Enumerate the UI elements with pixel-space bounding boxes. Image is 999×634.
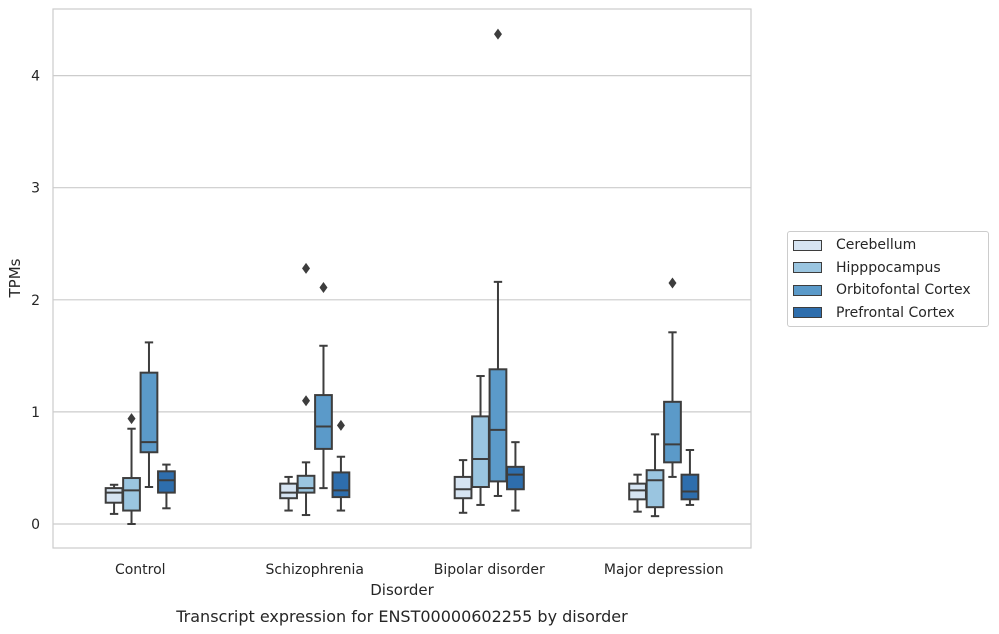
box-iqr bbox=[506, 465, 525, 491]
box-iqr bbox=[628, 482, 647, 501]
box-iqr bbox=[296, 474, 316, 494]
legend-item: Hipppocampus bbox=[793, 258, 941, 278]
gridlines bbox=[53, 74, 751, 525]
box-iqr bbox=[314, 394, 333, 450]
legend-swatch bbox=[793, 239, 822, 251]
box-iqr bbox=[104, 487, 124, 504]
legend-swatch bbox=[793, 262, 822, 273]
legend-label: Orbitofontal Cortex bbox=[836, 282, 971, 298]
legend-swatch bbox=[793, 284, 822, 296]
box-1-2 bbox=[314, 281, 333, 490]
box-iqr bbox=[279, 482, 298, 500]
box-iqr bbox=[645, 469, 665, 509]
legend-label: Cerebellum bbox=[836, 237, 917, 253]
x-tick-label: Schizophrenia bbox=[266, 562, 364, 578]
x-tick-label: Bipolar disorder bbox=[434, 562, 545, 578]
x-axis-label: Disorder bbox=[370, 581, 434, 599]
outlier-point bbox=[668, 277, 677, 289]
box-iqr bbox=[139, 371, 159, 454]
y-tick-label: 1 bbox=[31, 405, 40, 421]
box-iqr bbox=[331, 471, 351, 499]
box-iqr bbox=[663, 400, 682, 464]
box-0-3 bbox=[157, 463, 176, 510]
y-tick-label: 3 bbox=[31, 181, 40, 197]
outlier-point bbox=[319, 281, 328, 293]
outlier-point bbox=[493, 28, 502, 40]
y-axis-ticks: 0 1 2 3 4 bbox=[31, 69, 40, 533]
box-iqr bbox=[680, 473, 700, 501]
y-axis-label: TPMs bbox=[6, 258, 24, 298]
box-3-0 bbox=[628, 473, 647, 513]
box-iqr bbox=[488, 368, 508, 483]
y-tick-label: 0 bbox=[31, 517, 40, 533]
legend-item: Cerebellum bbox=[793, 235, 916, 255]
legend-item: Orbitofontal Cortex bbox=[793, 280, 971, 300]
legend-item: Prefrontal Cortex bbox=[793, 303, 955, 323]
legend: Cerebellum Hipppocampus Orbitofontal Corte… bbox=[787, 231, 989, 327]
y-tick-label: 4 bbox=[31, 69, 40, 85]
box-iqr bbox=[122, 477, 141, 512]
box-iqr bbox=[453, 475, 473, 500]
box-1-3 bbox=[331, 419, 351, 512]
legend-swatch bbox=[793, 307, 822, 318]
box-3-3 bbox=[680, 449, 700, 506]
box-2-2 bbox=[488, 28, 508, 497]
box-1-0 bbox=[279, 475, 298, 512]
legend-label: Prefrontal Cortex bbox=[836, 304, 955, 321]
outlier-point bbox=[336, 419, 345, 431]
box-3-2 bbox=[663, 277, 682, 478]
box-0-0 bbox=[104, 483, 124, 515]
box-0-1 bbox=[122, 413, 141, 525]
box-iqr bbox=[157, 470, 176, 494]
box-2-3 bbox=[506, 441, 525, 512]
outlier-point bbox=[302, 262, 311, 274]
x-tick-label: Major depression bbox=[604, 562, 724, 578]
box-1-1 bbox=[296, 262, 316, 517]
x-tick-label: Control bbox=[115, 562, 166, 578]
box-3-1 bbox=[645, 433, 665, 518]
legend-label: Hipppocampus bbox=[836, 259, 941, 276]
outlier-point bbox=[302, 395, 311, 407]
box-iqr bbox=[471, 415, 490, 489]
box-plots bbox=[104, 28, 700, 525]
box-2-1 bbox=[471, 375, 490, 506]
outlier-point bbox=[127, 413, 136, 425]
plot-frame bbox=[52, 8, 752, 549]
x-axis-ticks: Control Schizophrenia Bipolar disorder Majo… bbox=[115, 562, 724, 578]
y-tick-label: 2 bbox=[31, 293, 40, 309]
chart-title: Transcript expression for ENST0000060225… bbox=[175, 607, 628, 626]
box-2-0 bbox=[453, 459, 473, 514]
box-0-2 bbox=[139, 341, 159, 489]
